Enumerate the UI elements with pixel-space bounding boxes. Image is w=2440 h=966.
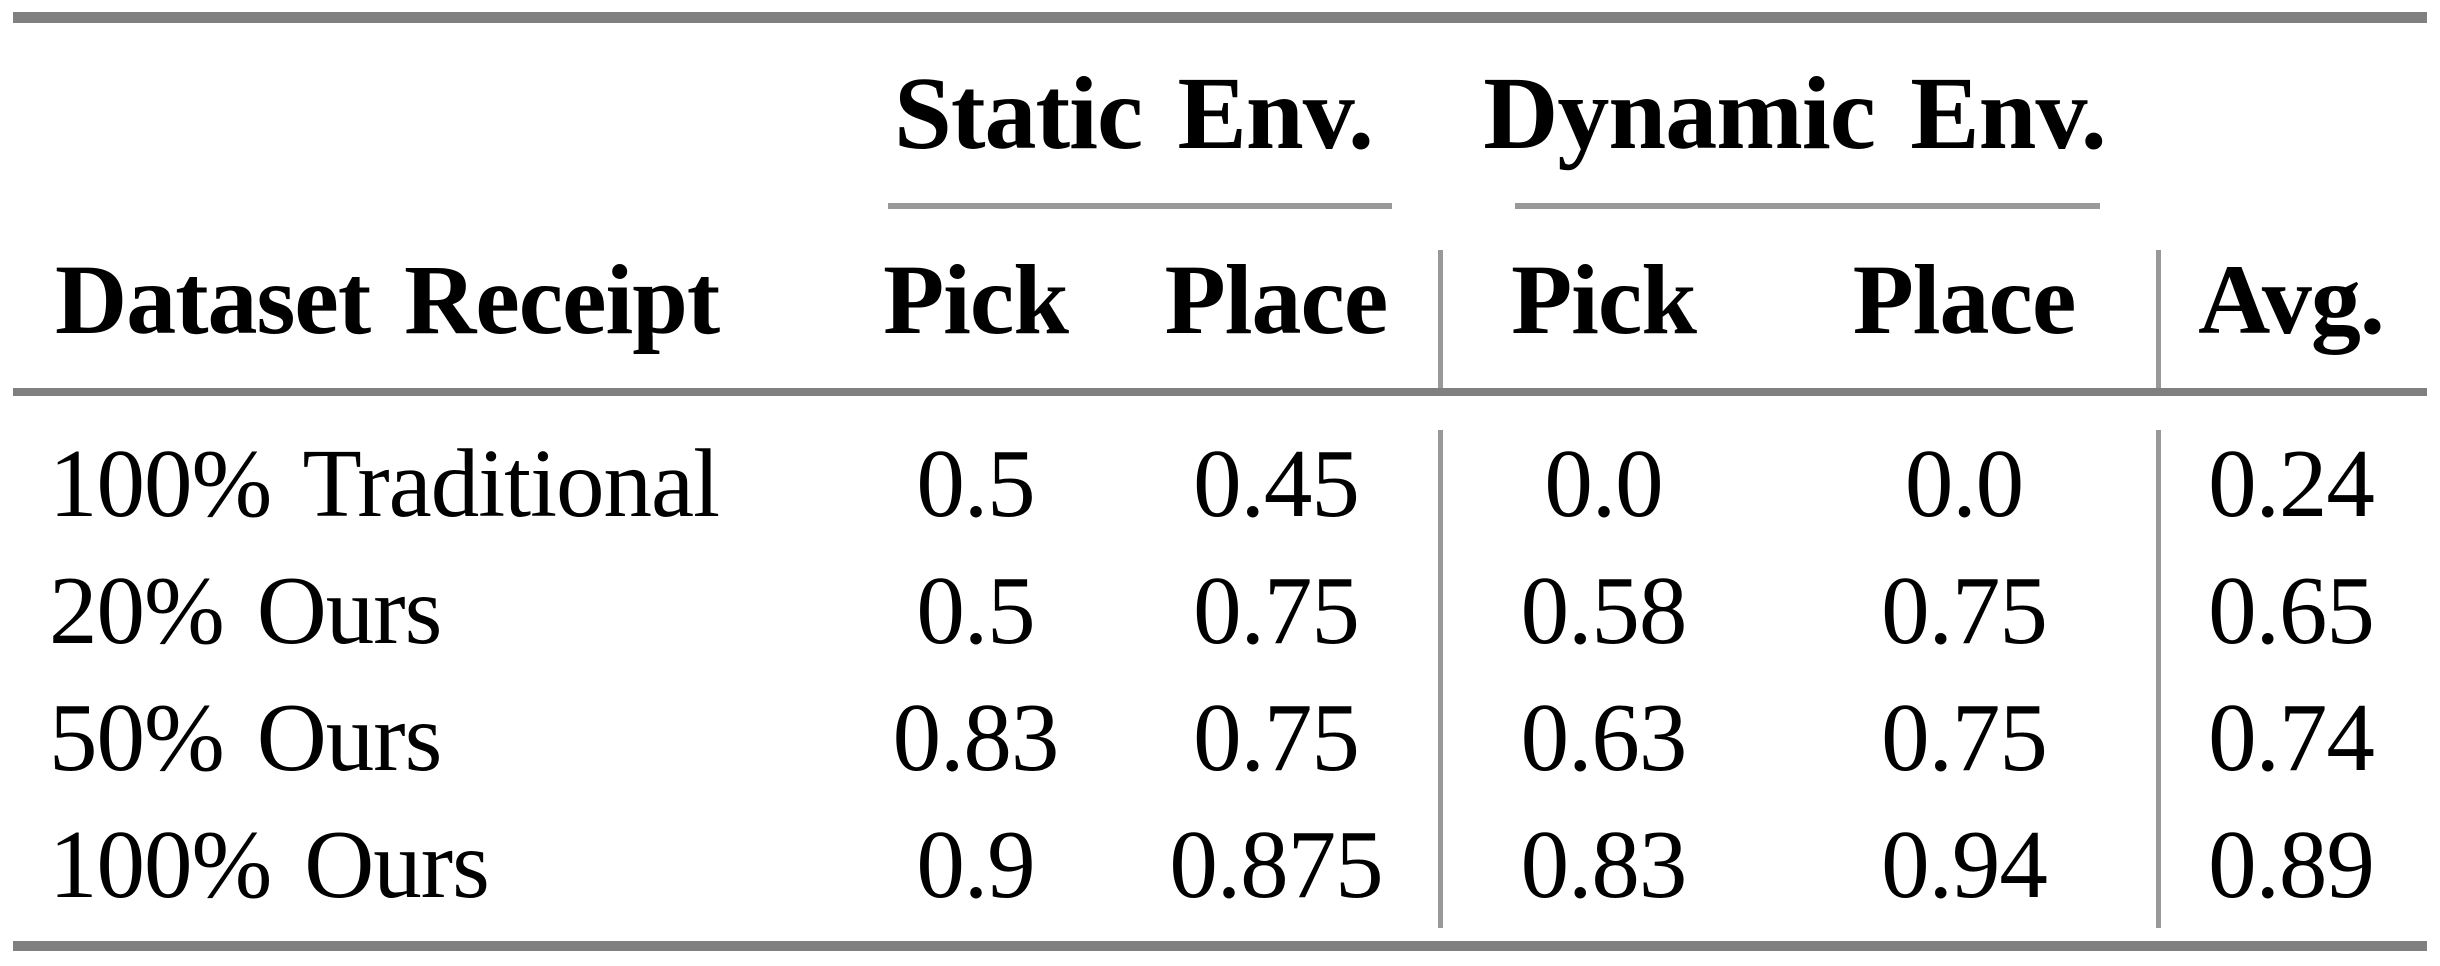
results-table: Static Env. Dynamic Env. Dataset Receipt… <box>13 23 2427 936</box>
column-header-dataset-receipt: Dataset Receipt <box>55 243 720 355</box>
table-row: 50% Ours 0.83 0.75 0.63 0.75 0.74 <box>13 682 2427 809</box>
cell-dynamic-place: 0.0 <box>1904 430 2024 537</box>
group-header-static-env: Static Env. <box>893 55 1374 171</box>
cmidrule-spacer-row <box>13 203 2427 232</box>
table-header-rule <box>13 388 2427 396</box>
table-row: 100% Ours 0.9 0.875 0.83 0.94 0.89 <box>13 809 2427 936</box>
cmidrule-spacer-cell <box>13 203 2427 232</box>
group-header-empty-cell <box>13 23 833 203</box>
cell-static-pick: 0.5 <box>916 430 1035 537</box>
header-vertical-separator-2 <box>2156 250 2161 388</box>
row-label: 50% Ours <box>49 684 442 791</box>
cell-dynamic-pick: 0.63 <box>1520 684 1688 791</box>
cell-avg: 0.65 <box>2208 557 2375 664</box>
cell-avg: 0.89 <box>2208 811 2375 918</box>
cell-static-place: 0.45 <box>1193 430 1360 537</box>
row-label: 20% Ours <box>49 557 442 664</box>
row-label: 100% Traditional <box>49 430 720 537</box>
column-header-row: Dataset Receipt Pick Place Pick Place Av… <box>13 232 2427 388</box>
group-header-dynamic-env: Dynamic Env. <box>1483 55 2107 171</box>
cell-avg: 0.24 <box>2208 430 2375 537</box>
cell-dynamic-place: 0.94 <box>1881 811 2048 918</box>
static-env-cmidrule <box>888 203 1392 209</box>
table-top-rule <box>13 12 2427 23</box>
cell-dynamic-pick: 0.0 <box>1544 430 1663 537</box>
header-vertical-separator-1 <box>1438 250 1443 388</box>
column-header-dynamic-place: Place <box>1852 243 2077 355</box>
cell-static-pick: 0.5 <box>916 557 1035 664</box>
cell-static-pick: 0.83 <box>892 684 1060 791</box>
cell-static-place: 0.75 <box>1193 557 1360 664</box>
column-header-static-pick: Pick <box>883 243 1069 355</box>
row-label: 100% Ours <box>49 811 490 918</box>
cell-static-pick: 0.9 <box>916 811 1035 918</box>
cell-dynamic-place: 0.75 <box>1881 684 2048 791</box>
table-bottom-rule <box>13 941 2427 951</box>
column-header-avg: Avg. <box>2198 243 2385 355</box>
dynamic-env-cmidrule <box>1515 203 2100 209</box>
group-header-avg-empty-cell <box>2155 23 2427 203</box>
column-header-static-place: Place <box>1164 243 1389 355</box>
table-row: 20% Ours 0.5 0.75 0.58 0.75 0.65 <box>13 555 2427 682</box>
cell-dynamic-pick: 0.83 <box>1520 811 1688 918</box>
body-vertical-separator-1 <box>1438 430 1443 928</box>
cell-avg: 0.74 <box>2208 684 2375 791</box>
header-rule-gap-cell <box>13 388 2427 428</box>
column-header-dynamic-pick: Pick <box>1511 243 1697 355</box>
cell-dynamic-place: 0.75 <box>1881 557 2048 664</box>
cell-static-place: 0.75 <box>1193 684 1360 791</box>
cell-dynamic-pick: 0.58 <box>1520 557 1688 664</box>
table-row: 100% Traditional 0.5 0.45 0.0 0.0 0.24 <box>13 428 2427 555</box>
body-vertical-separator-2 <box>2156 430 2161 928</box>
cell-static-place: 0.875 <box>1169 811 1383 918</box>
group-header-row: Static Env. Dynamic Env. <box>13 23 2427 203</box>
header-rule-gap-row <box>13 388 2427 428</box>
